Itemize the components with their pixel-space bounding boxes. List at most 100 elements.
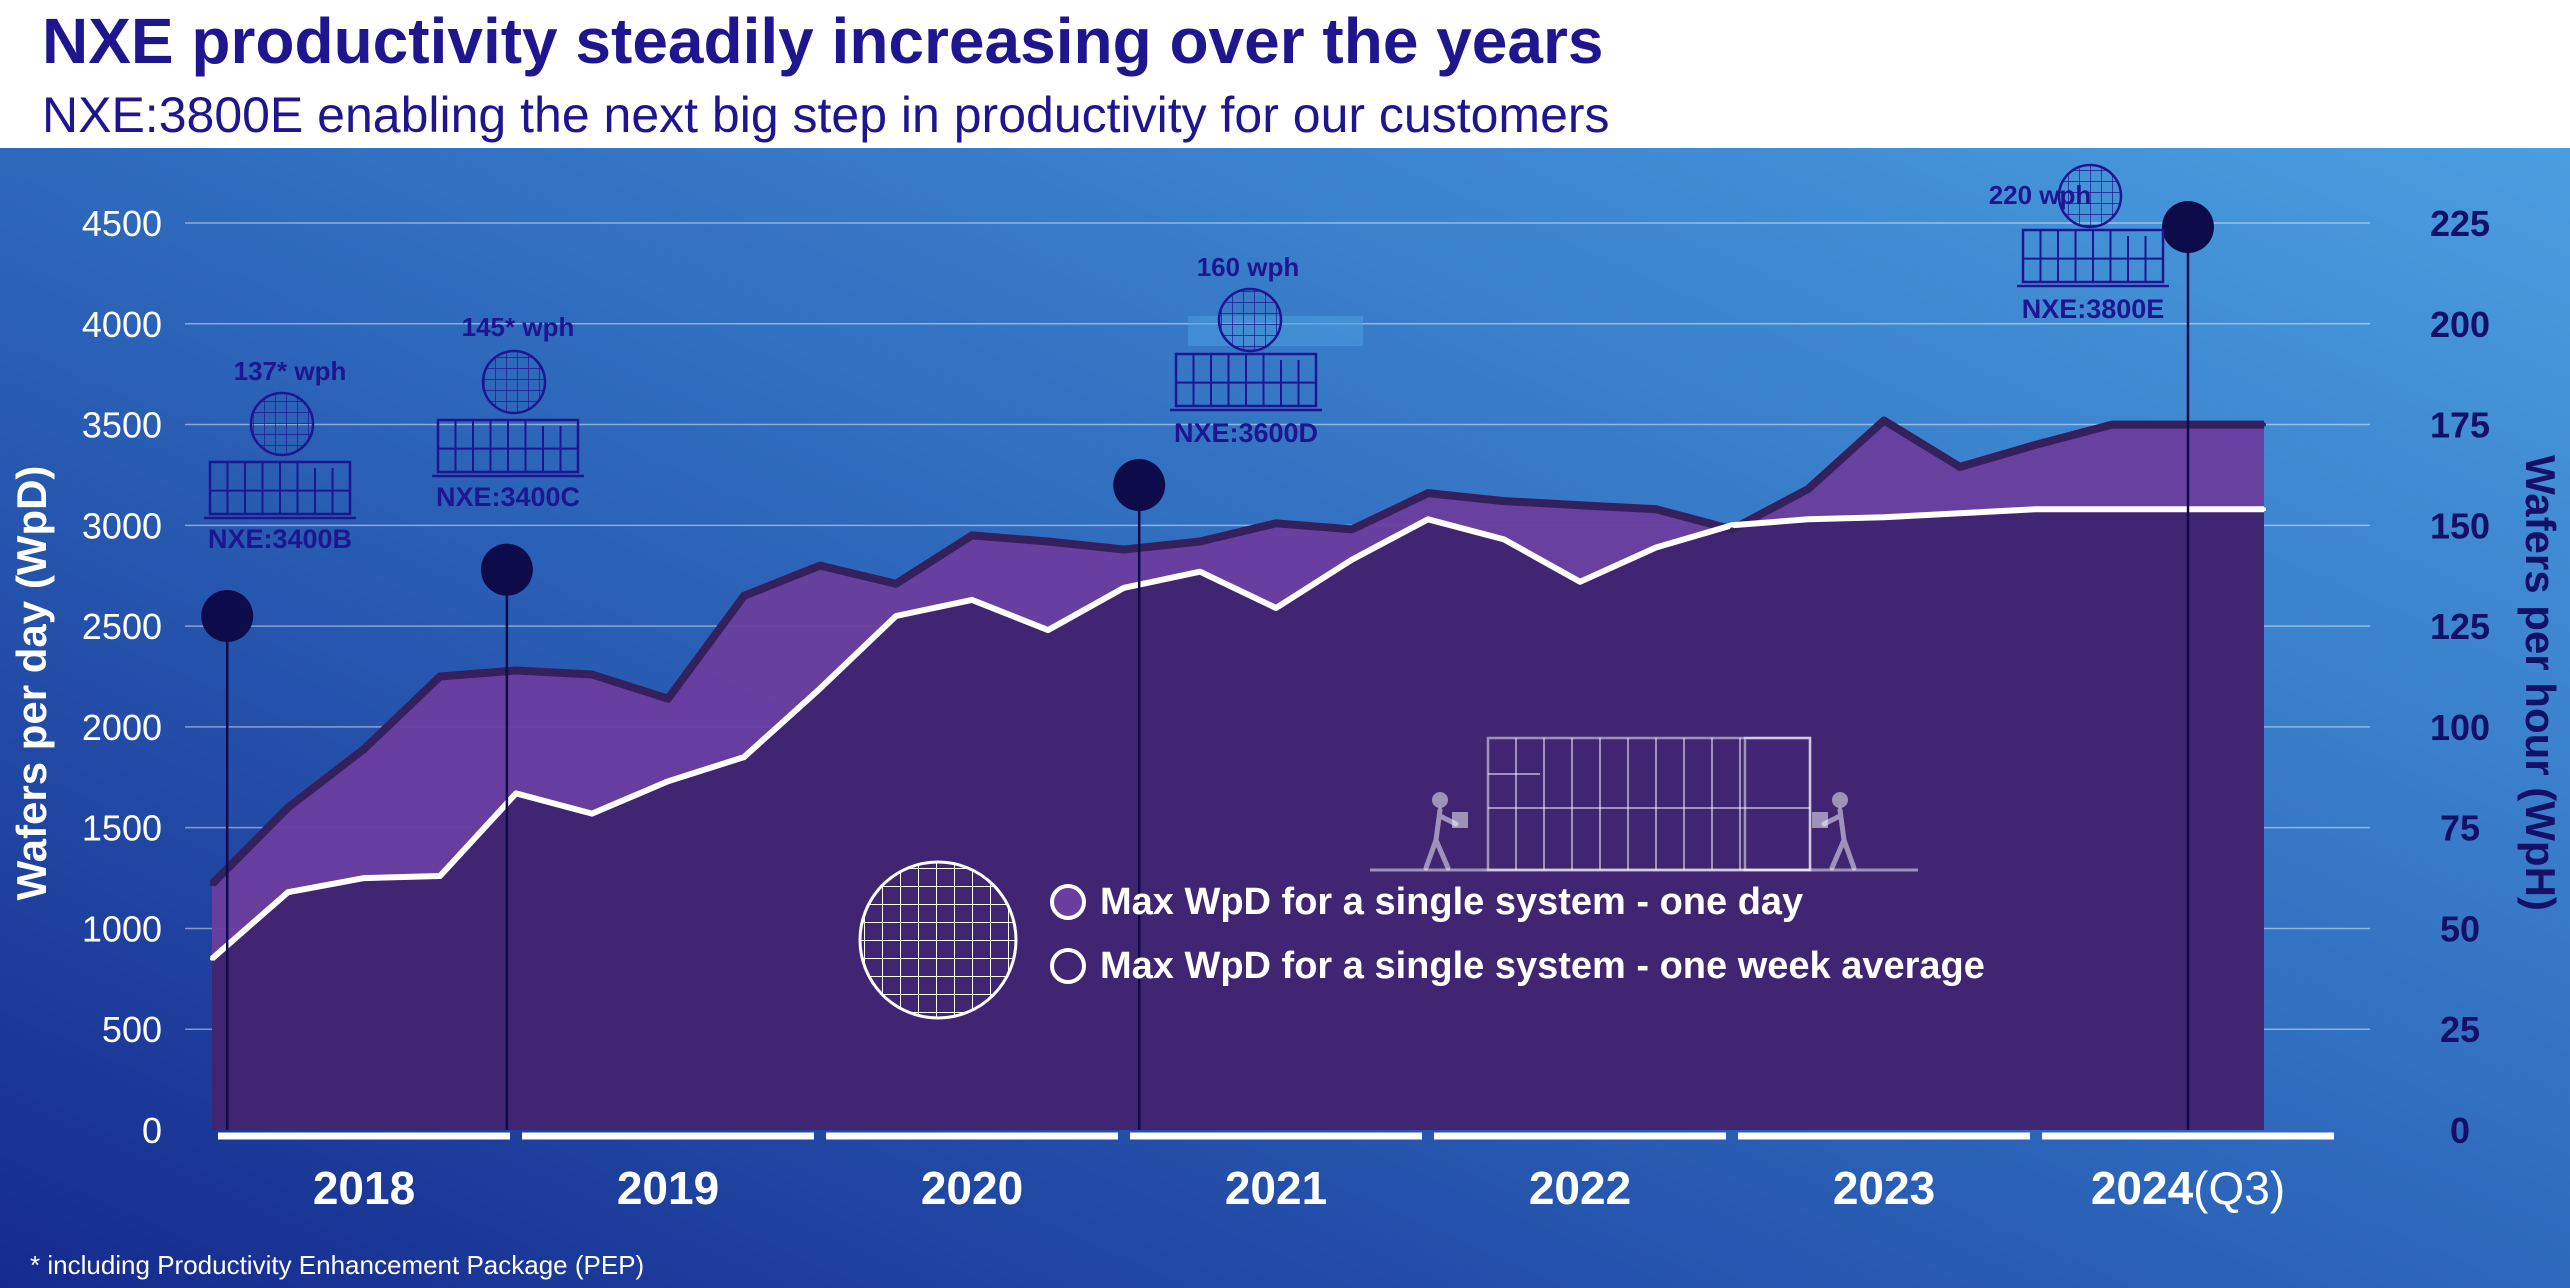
milestone-nxe-3600d: 160 wph NXE:3600D <box>1113 252 1363 1130</box>
y-tick-label: 4000 <box>82 304 162 345</box>
week-average-point <box>1502 537 1506 542</box>
legend-label: Max WpD for a single system - one week a… <box>1100 945 1985 987</box>
max-day-point <box>666 696 670 701</box>
week-average-point <box>1730 523 1734 528</box>
y2-tick-label: 100 <box>2430 707 2490 748</box>
scanner-machine-icon <box>432 418 584 478</box>
max-day-point <box>1426 491 1430 496</box>
week-average-point <box>362 876 366 881</box>
week-average-point <box>1578 579 1582 584</box>
max-day-point <box>1198 539 1202 544</box>
max-day-point <box>590 672 594 677</box>
year-label: 2019 <box>617 1162 719 1214</box>
wafer-icon <box>481 349 547 415</box>
y-tick-label: 1500 <box>82 808 162 849</box>
data-areas <box>209 416 2266 1130</box>
slide-title: NXE productivity steadily increasing ove… <box>42 5 1604 77</box>
y-axis-title: Wafers per day (WpD) <box>8 466 55 901</box>
max-day-point <box>1122 547 1126 552</box>
max-day-point <box>1274 521 1278 526</box>
week-average-point <box>970 597 974 602</box>
milestone-wph-label: 137* wph <box>234 356 347 386</box>
max-day-point <box>2110 422 2114 427</box>
week-average-point <box>818 686 822 691</box>
max-day-point <box>2262 422 2266 427</box>
y-tick-label: 4500 <box>82 203 162 244</box>
week-average-point <box>1958 511 1962 516</box>
milestone-system-label: NXE:3400C <box>436 482 580 512</box>
week-average-point <box>286 890 290 895</box>
year-label: 2020 <box>921 1162 1023 1214</box>
y-tick-label: 3500 <box>82 405 162 446</box>
legend-marker-week-average <box>1050 948 1086 984</box>
week-average-point <box>438 874 442 879</box>
week-average-line <box>210 506 2264 961</box>
y2-axis-title: Wafers per hour (WpH) <box>2517 455 2564 911</box>
slide-subtitle: NXE:3800E enabling the next big step in … <box>42 87 1610 143</box>
legend-marker-max-day <box>1050 884 1086 920</box>
worker-head <box>1432 792 1448 808</box>
y-tick-label: 2000 <box>82 707 162 748</box>
y2-tick-label: 75 <box>2440 808 2480 849</box>
productivity-chart: 137* wph NXE:3400B 145* wph NXE:3400C 160 wp… <box>0 148 2570 1288</box>
y2-tick-label: 50 <box>2440 908 2480 949</box>
milestone-marker <box>1113 459 1166 512</box>
week-average-point <box>590 811 594 816</box>
max-day-point <box>210 882 214 887</box>
y2-tick-label: 200 <box>2430 304 2490 345</box>
slide-header: NXE productivity steadily increasing ove… <box>0 0 2570 148</box>
week-average-point <box>2034 507 2038 512</box>
wafer-disc <box>2057 163 2123 229</box>
y2-tick-label: 0 <box>2450 1110 2470 1151</box>
milestone-marker <box>201 590 254 643</box>
y-tick-label: 0 <box>142 1110 162 1151</box>
footnote: * including Productivity Enhancement Pac… <box>30 1250 645 1280</box>
year-label: 2021 <box>1225 1162 1327 1214</box>
week-average-point <box>1122 585 1126 590</box>
y2-tick-label: 225 <box>2430 203 2490 244</box>
milestone-nxe-3400b: 137* wph NXE:3400B <box>201 356 356 1130</box>
system-milestones: 137* wph NXE:3400B 145* wph NXE:3400C 160 wp… <box>201 163 2214 1130</box>
max-day-point <box>514 668 518 673</box>
milestone-system-label: NXE:3600D <box>1174 418 1318 448</box>
max-day-point <box>1730 527 1734 532</box>
worker-figure-icon <box>1423 792 1468 871</box>
week-average-point <box>894 614 898 619</box>
max-day-point <box>2034 442 2038 447</box>
week-average-point <box>514 791 518 796</box>
max-day-point <box>1350 527 1354 532</box>
week-average-point <box>1046 628 1050 633</box>
max-day-point <box>818 563 822 568</box>
milestone-system-label: NXE:3800E <box>2022 294 2165 324</box>
week-average-point <box>742 755 746 760</box>
wafer-disc <box>249 391 315 457</box>
wafer-icon <box>249 391 315 457</box>
max-day-point <box>894 581 898 586</box>
week-average-point <box>2262 507 2266 512</box>
year-label: 2018 <box>313 1162 415 1214</box>
wafer-icon <box>858 860 1018 1020</box>
worker-box <box>1812 812 1828 828</box>
max-day-point <box>1806 487 1810 492</box>
milestone-system-label: NXE:3400B <box>208 524 352 554</box>
week-average-point <box>666 779 670 784</box>
max-day-point <box>1578 503 1582 508</box>
worker-head <box>1832 792 1848 808</box>
y-tick-label: 1000 <box>82 908 162 949</box>
legend-wafer <box>858 860 1018 1020</box>
week-average-point <box>1426 517 1430 522</box>
scanner-machine-icon <box>1170 352 1322 412</box>
max-day-point <box>286 805 290 810</box>
y-tick-label: 3000 <box>82 505 162 546</box>
week-average-point <box>1350 557 1354 562</box>
y-tick-label: 500 <box>102 1009 162 1050</box>
axes: 0 500 1000 1500 2000 2500 3000 3500 4000 4500 0 25 5… <box>8 203 2564 1214</box>
scanner-illustration <box>1370 736 1918 872</box>
worker-box <box>1452 812 1468 828</box>
max-day-point <box>1958 464 1962 469</box>
milestone-marker <box>2162 201 2214 254</box>
y2-tick-label: 25 <box>2440 1009 2480 1050</box>
week-average-point <box>210 956 214 961</box>
